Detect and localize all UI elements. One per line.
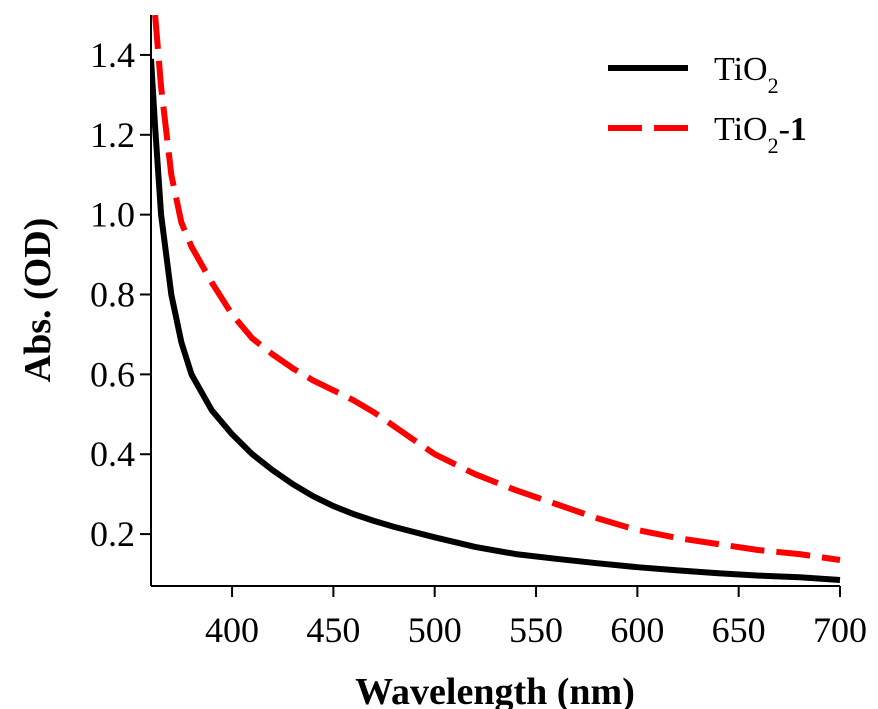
y-axis-title: Abs. (OD) xyxy=(17,218,59,383)
series-line-1 xyxy=(151,58,841,583)
x-axis-title: Wavelength (nm) xyxy=(355,671,635,709)
y-tick-label: 0.8 xyxy=(90,275,135,315)
y-tick-label: 1.2 xyxy=(90,115,135,155)
ticks: 400 450 500 550 600 650 700 0.2 0.4 0.6 0.8 1.0 1.2 1… xyxy=(90,35,867,650)
y-tick-label: 1.4 xyxy=(90,35,135,75)
legend-label-2: TiO2-1 xyxy=(714,111,807,158)
plot-lines xyxy=(151,15,841,583)
y-tick-label: 0.6 xyxy=(90,354,135,394)
x-tick-label: 700 xyxy=(813,610,867,650)
legend: TiO2 TiO2-1 xyxy=(608,51,807,158)
x-tick-label: 450 xyxy=(306,610,360,650)
legend-label-1: TiO2 xyxy=(714,51,779,98)
x-tick-label: 400 xyxy=(205,610,259,650)
x-tick-label: 550 xyxy=(509,610,563,650)
x-tick-label: 500 xyxy=(408,610,462,650)
series-line-2 xyxy=(152,15,841,563)
y-tick-label: 0.2 xyxy=(90,514,135,554)
x-tick-label: 650 xyxy=(712,610,766,650)
y-tick-label: 1.0 xyxy=(90,195,135,235)
x-tick-label: 600 xyxy=(610,610,664,650)
y-tick-label: 0.4 xyxy=(90,434,135,474)
axes xyxy=(150,15,840,587)
